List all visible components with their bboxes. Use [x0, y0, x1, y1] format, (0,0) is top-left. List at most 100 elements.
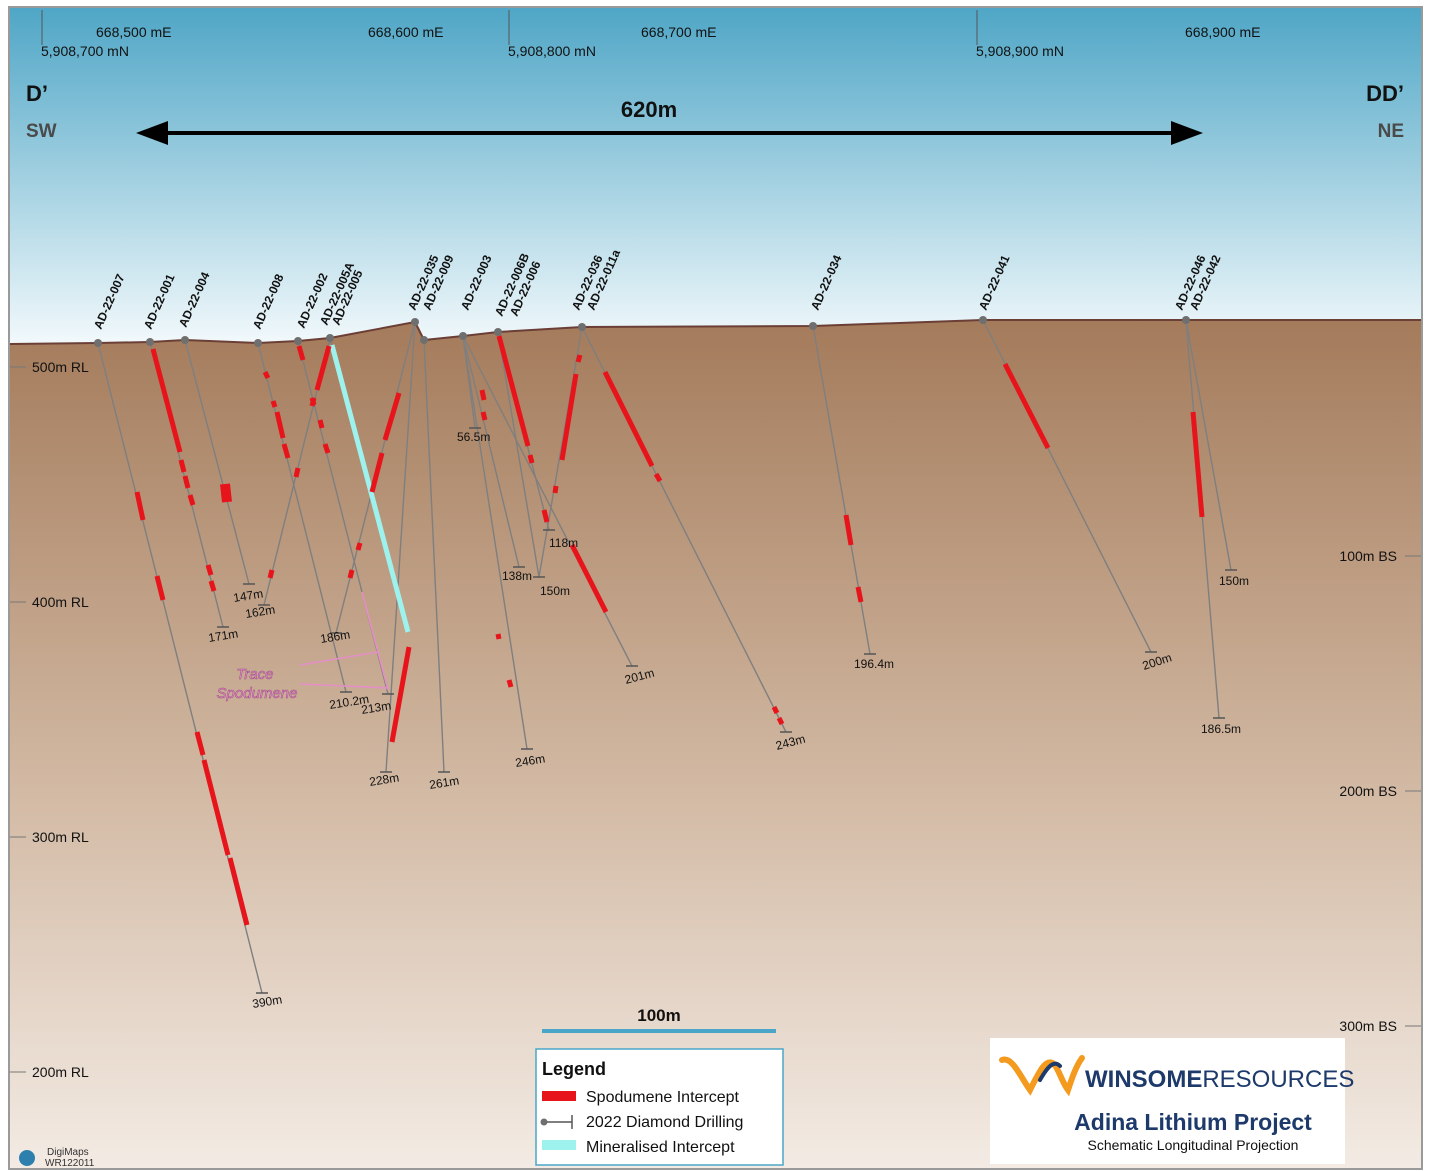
direction-label-left: SW — [26, 121, 57, 142]
depth-label: 390m — [251, 992, 283, 1011]
left-axis: 500m RL 400m RL 300m RL 200m RL — [10, 359, 89, 1080]
rl-label: 500m RL — [32, 359, 89, 375]
brand-name: WINSOMERESOURCES — [1085, 1066, 1354, 1093]
mineralised-intercept — [329, 344, 411, 633]
spodumene-intercept — [227, 857, 250, 926]
collar-dot — [578, 323, 586, 331]
spodumene-intercept — [552, 485, 559, 494]
collar-dot — [94, 339, 102, 347]
winsome-logo-accent-icon — [1038, 1061, 1062, 1082]
depth-label: 162m — [244, 602, 276, 621]
depth-label: 147m — [232, 586, 264, 605]
spodumene-intercepts — [134, 335, 1205, 926]
spodumene-intercept — [262, 370, 271, 380]
frame-border — [8, 6, 1423, 1170]
spodumene-intercept — [496, 335, 531, 447]
legend-swatch-mineralised — [542, 1140, 576, 1150]
spodumene-intercept — [317, 419, 325, 429]
width-arrow-head-left — [136, 121, 168, 145]
sky-panel — [10, 8, 1421, 348]
width-arrow-head-right — [1171, 121, 1203, 145]
drill-trace — [462, 335, 520, 568]
trace-line — [361, 591, 389, 691]
spodumene-intercept — [855, 586, 864, 603]
trace-spodumene-lines — [299, 591, 389, 691]
spodumene-intercept — [178, 459, 187, 473]
spodumene-intercept — [559, 373, 579, 461]
depth-label: 210.2m — [328, 692, 370, 712]
spodumene-intercept — [296, 345, 306, 361]
spodumene-intercept — [389, 646, 412, 743]
easting-label: 668,500 mE — [96, 24, 172, 40]
scale-label: 100m — [637, 1006, 680, 1025]
depth-label: 261m — [428, 773, 460, 792]
depth-label: 186m — [319, 627, 351, 646]
collar-dot — [1182, 316, 1190, 324]
spodumene-intercept — [1190, 411, 1205, 518]
spodumene-intercept — [205, 564, 214, 576]
trace-spodumene-label: Trace Spodumene — [217, 666, 298, 702]
end-of-hole-markers — [217, 427, 1237, 994]
spodumene-intercept — [382, 392, 402, 441]
collar-dot — [494, 328, 502, 336]
trace-line — [299, 683, 389, 689]
spodumene-intercept — [182, 475, 191, 489]
spodumene-intercept — [480, 411, 488, 421]
northing-label: 5,908,800 mN — [508, 43, 596, 59]
collar-dot — [979, 316, 987, 324]
section-label-left: D’ — [26, 81, 48, 106]
spodumene-intercept — [194, 731, 206, 756]
brand-block: WINSOMERESOURCES Adina Lithium Project S… — [990, 1038, 1354, 1164]
depth-label: 150m — [540, 584, 570, 598]
spodumene-intercept — [270, 400, 278, 408]
spodumene-intercept — [355, 542, 363, 551]
spodumene-intercept — [347, 569, 355, 579]
depth-label: 171m — [207, 626, 239, 645]
legend-item-drilling: 2022 Diamond Drilling — [586, 1114, 743, 1131]
project-title: Adina Lithium Project — [1074, 1109, 1312, 1135]
bs-label: 300m BS — [1339, 1018, 1397, 1034]
trace-line — [299, 651, 379, 666]
easting-label: 668,700 mE — [641, 24, 717, 40]
ground-panel — [10, 320, 1421, 1168]
width-label: 620m — [621, 97, 677, 122]
depth-label: 213m — [360, 698, 392, 717]
depth-label: 56.5m — [457, 430, 490, 444]
spodumene-intercept — [843, 514, 854, 546]
ground-surface-line — [9, 319, 1421, 345]
spodumene-intercept — [314, 345, 332, 391]
drill-trace — [1185, 319, 1220, 719]
northing-label: 5,908,700 mN — [41, 43, 129, 59]
drill-trace — [1185, 319, 1232, 571]
trace-label-line-2: Spodumene — [217, 685, 298, 702]
spodumene-intercept — [274, 411, 286, 439]
legend-swatch-drilling-dot — [540, 1118, 548, 1126]
collar-dot — [254, 339, 262, 347]
credit-line-2: WR122011 — [45, 1158, 95, 1169]
coordinate-header: 668,500 mE 668,600 mE 668,700 mE 668,900… — [26, 10, 1404, 145]
drill-trace — [423, 339, 445, 773]
spodumene-intercept — [220, 483, 232, 503]
spodumene-intercept — [281, 443, 291, 459]
depth-label: 118m — [549, 536, 578, 550]
depth-label: 196.4m — [854, 657, 894, 671]
easting-label: 668,600 mE — [368, 24, 444, 40]
spodumene-intercept — [575, 354, 583, 363]
bs-label: 200m BS — [1339, 783, 1397, 799]
collar-dots — [94, 316, 1190, 347]
spodumene-intercept — [187, 494, 196, 506]
direction-label-right: NE — [1378, 121, 1404, 142]
drill-trace — [538, 326, 583, 578]
collar-dot — [146, 338, 154, 346]
spodumene-intercept — [267, 569, 275, 579]
spodumene-intercept — [653, 472, 663, 483]
spodumene-intercept — [309, 397, 317, 407]
legend-box — [535, 1048, 784, 1166]
trace-label-line-1: Trace — [236, 666, 273, 683]
legend-item-mineralised: Mineralised Intercept — [586, 1139, 735, 1156]
project-subtitle: Schematic Longitudinal Projection — [1088, 1137, 1299, 1153]
credit-line-1: DigiMaps — [47, 1147, 89, 1158]
rl-label: 200m RL — [32, 1064, 89, 1080]
collar-dot — [181, 336, 189, 344]
collar-dot — [294, 337, 302, 345]
